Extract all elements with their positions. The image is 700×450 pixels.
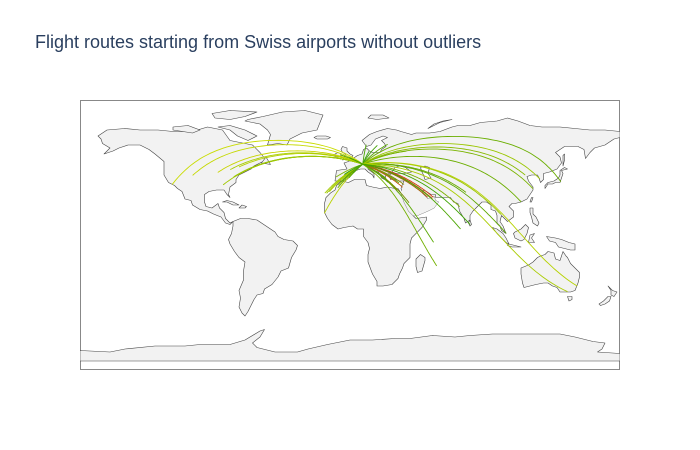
flight-route-52[interactable] xyxy=(362,163,568,292)
australia-landmass xyxy=(520,251,580,293)
flight-route-53[interactable] xyxy=(362,163,434,243)
sulawesi-landmass xyxy=(528,233,535,243)
taiwan-landmass xyxy=(529,197,534,203)
flight-route-21[interactable] xyxy=(348,163,364,178)
sakhalin-landmass xyxy=(562,153,565,167)
flight-route-46[interactable] xyxy=(362,155,522,202)
chart-title: Flight routes starting from Swiss airpor… xyxy=(35,32,482,52)
flight-route-44[interactable] xyxy=(362,163,507,234)
sri-lanka-landmass xyxy=(468,219,472,227)
japan-landmass xyxy=(544,167,568,189)
world-map[interactable] xyxy=(80,100,620,370)
map-canvas xyxy=(80,100,620,370)
philippines-landmass xyxy=(529,207,540,227)
flight-route-26[interactable] xyxy=(362,144,388,165)
flight-route-34[interactable] xyxy=(362,163,403,188)
svalbard-landmass xyxy=(367,114,390,120)
flight-route-27[interactable] xyxy=(362,145,378,165)
africa-landmass xyxy=(324,179,427,287)
baffin-landmass xyxy=(217,125,258,141)
antarctica-landmass xyxy=(80,329,620,362)
flight-route-47[interactable] xyxy=(362,148,534,189)
victoria-island-landmass xyxy=(172,125,201,134)
flight-route-3[interactable] xyxy=(217,150,364,173)
new-zealand-south-landmass xyxy=(598,296,612,306)
flight-route-54[interactable] xyxy=(362,163,437,267)
madagascar-landmass xyxy=(415,254,426,273)
flight-route-51[interactable] xyxy=(362,162,578,287)
flight-route-8[interactable] xyxy=(238,153,364,168)
novaya-zemlya-landmass xyxy=(427,119,453,129)
flight-route-55[interactable] xyxy=(362,163,461,230)
tasmania-landmass xyxy=(567,296,573,302)
flight-route-50[interactable] xyxy=(362,143,541,180)
flight-route-19[interactable] xyxy=(340,163,364,182)
cuba-landmass xyxy=(222,200,240,206)
flight-route-56[interactable] xyxy=(362,163,471,225)
flight-route-36[interactable] xyxy=(362,163,405,185)
new-zealand-north-landmass xyxy=(607,285,618,297)
java-landmass xyxy=(507,243,522,248)
flight-route-48[interactable] xyxy=(362,146,526,176)
great-britain-landmass xyxy=(340,146,354,161)
flight-route-17[interactable] xyxy=(344,163,364,175)
north-america-landmass xyxy=(97,126,267,225)
flight-route-42[interactable] xyxy=(362,163,460,207)
south-america-landmass xyxy=(228,218,298,317)
flight-route-23[interactable] xyxy=(340,154,364,165)
flight-route-10[interactable] xyxy=(222,155,364,186)
flight-route-49[interactable] xyxy=(362,135,562,182)
ellesmere-landmass xyxy=(211,110,258,120)
flight-route-15[interactable] xyxy=(335,163,364,178)
flight-route-25[interactable] xyxy=(362,144,367,165)
flight-route-9[interactable] xyxy=(171,139,364,185)
iceland-landmass xyxy=(313,135,331,140)
new-guinea-landmass xyxy=(546,236,576,251)
flight-route-4[interactable] xyxy=(192,144,364,176)
routes-layer xyxy=(171,135,578,292)
hispaniola-landmass xyxy=(238,204,247,209)
